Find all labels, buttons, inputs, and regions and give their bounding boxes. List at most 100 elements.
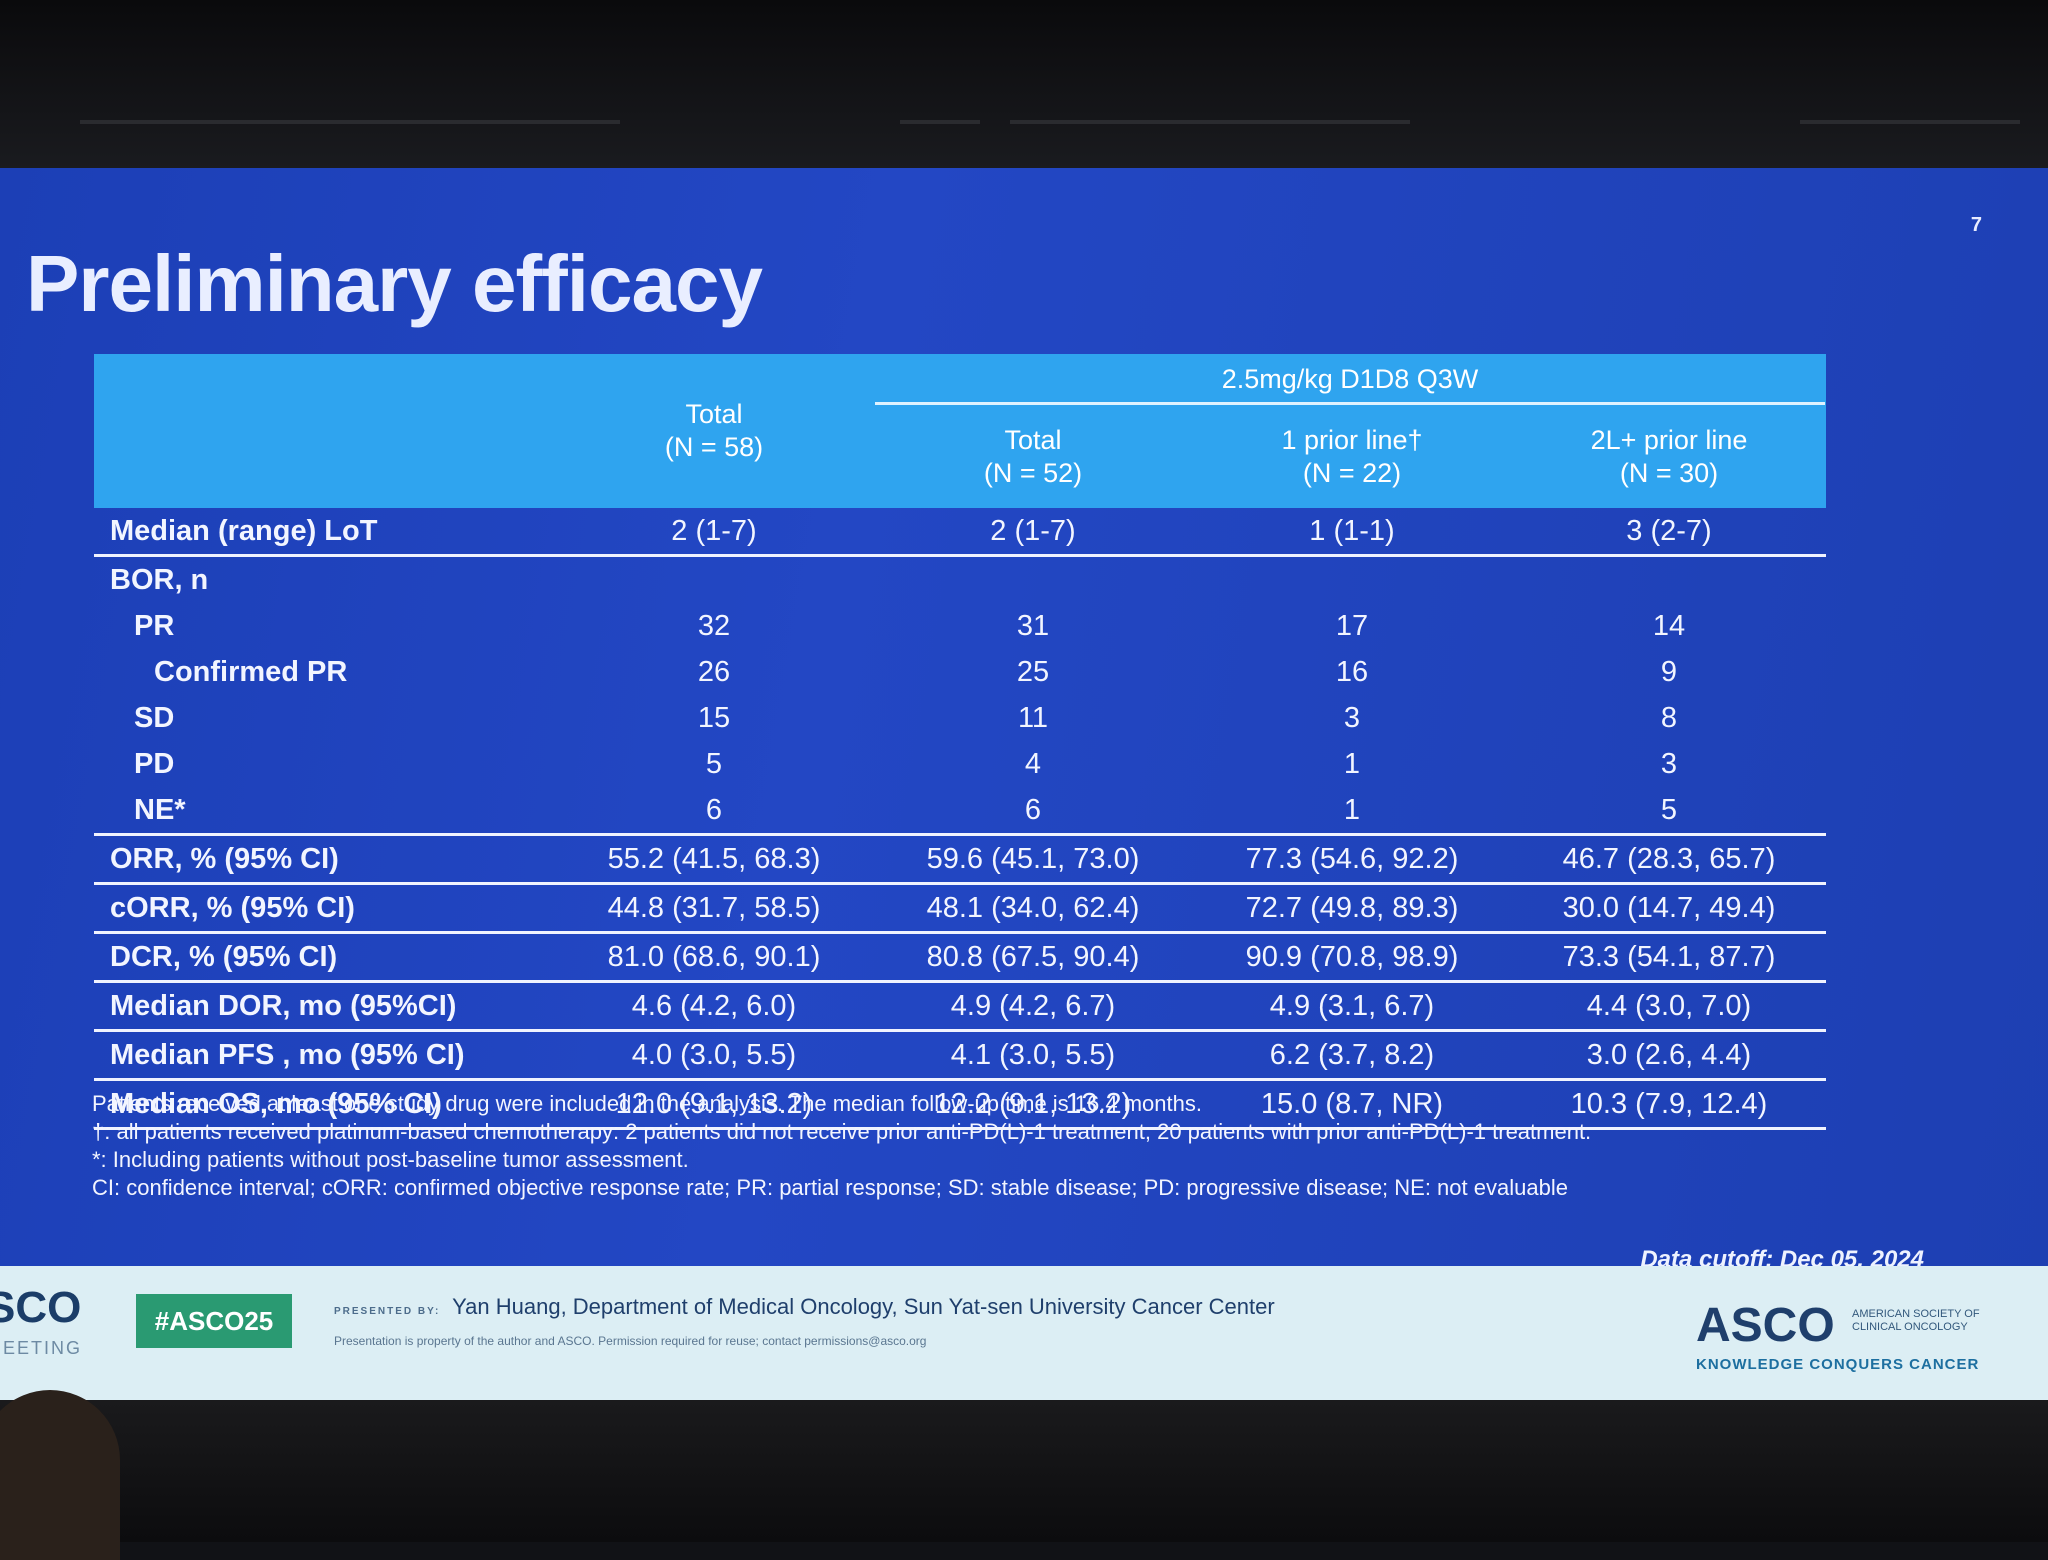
cell-value: 48.1 (34.0, 62.4) (874, 883, 1192, 934)
header-n: (N = 22) (1302, 458, 1402, 488)
cell-value: 6 (1024, 793, 1042, 826)
ceiling-light-strip (900, 120, 980, 124)
asco-meeting-logo: SCO MEETING (0, 1286, 83, 1368)
row-label: Median DOR, mo (95%CI) (94, 981, 554, 1032)
cell-value: 14 (1652, 609, 1686, 642)
cell-value: 4.6 (4.2, 6.0) (554, 981, 874, 1032)
meeting-logo-sub: MEETING (0, 1338, 83, 1358)
row-label: BOR, n (110, 563, 209, 596)
cell-value: 3 (2-7) (1512, 508, 1826, 557)
cell-value: 11 (1017, 701, 1049, 734)
presenter-name: Yan Huang, Department of Medical Oncolog… (452, 1294, 1275, 1319)
cell-value: 55.2 (41.5, 68.3) (554, 833, 874, 885)
footnotes: Patients received at least one study dru… (92, 1090, 1591, 1202)
header-total-dose: Total (N = 52) (874, 406, 1192, 508)
header-label: 1 prior line† (1281, 425, 1423, 455)
row-bor: BOR, n (94, 556, 1826, 604)
row-label: PR (134, 609, 175, 642)
cell-value: 15.0 (8.7, NR) (1192, 1079, 1512, 1130)
cell-value: 4.1 (3.0, 5.5) (874, 1030, 1192, 1081)
cell-value: 25 (1016, 655, 1050, 688)
cell-value: 73.3 (54.1, 87.7) (1512, 932, 1826, 983)
header-n: (N = 52) (983, 458, 1083, 488)
header-label: Total (1004, 425, 1062, 455)
cell-value (554, 556, 874, 604)
row-pr: PR 32 31 17 14 (94, 603, 1826, 649)
cell-value: 3.0 (2.6, 4.4) (1512, 1030, 1826, 1081)
cell-value: 16 (1335, 655, 1369, 688)
row-median-dor: Median DOR, mo (95%CI) 4.6 (4.2, 6.0) 4.… (94, 981, 1826, 1032)
efficacy-table: Total (N = 58) 2.5mg/kg D1D8 Q3W Total (… (94, 354, 1826, 1130)
header-empty-cell (94, 354, 554, 508)
cell-value (874, 556, 1192, 604)
header-n: (N = 58) (664, 432, 764, 462)
row-ne: NE* 6 6 1 5 (94, 787, 1826, 835)
cell-value: 3 (1660, 747, 1678, 780)
cell-value: 1 (1343, 747, 1361, 780)
cell-value: 81.0 (68.6, 90.1) (554, 932, 874, 983)
cell-value: 6 (705, 793, 723, 826)
presented-by-label: PRESENTED BY: (334, 1306, 441, 1317)
row-label: Median (range) LoT (94, 508, 554, 557)
cell-value: 32 (697, 609, 731, 642)
row-orr: ORR, % (95% CI) 55.2 (41.5, 68.3) 59.6 (… (94, 833, 1826, 885)
cell-value: 4.4 (3.0, 7.0) (1512, 981, 1826, 1032)
header-dose-group: 2.5mg/kg D1D8 Q3W (874, 354, 1826, 406)
footnote: Patients received at least one study dru… (92, 1091, 1202, 1116)
cell-value: 17 (1335, 609, 1369, 642)
asco-logo: ASCO (1696, 1299, 1835, 1352)
row-corr: cORR, % (95% CI) 44.8 (31.7, 58.5) 48.1 … (94, 883, 1826, 934)
row-label: Median PFS , mo (95% CI) (94, 1030, 554, 1081)
cell-value: 59.6 (45.1, 73.0) (874, 833, 1192, 885)
cell-value: 9 (1660, 655, 1678, 688)
cell-value: 26 (697, 655, 731, 688)
row-label: PD (134, 747, 175, 780)
cell-value: 12.2 (9.1, 13.2) (874, 1079, 1192, 1130)
cell-value: 10.3 (7.9, 12.4) (1512, 1079, 1826, 1130)
row-dcr: DCR, % (95% CI) 81.0 (68.6, 90.1) 80.8 (… (94, 932, 1826, 983)
header-label: 2L+ prior line (1590, 425, 1748, 455)
row-label: Median OS, mo (95% CI) (94, 1079, 554, 1130)
cell-value: 30.0 (14.7, 49.4) (1512, 883, 1826, 934)
header-2l-prior-line: 2L+ prior line (N = 30) (1512, 406, 1826, 508)
asco-tagline: KNOWLEDGE CONQUERS CANCER (1696, 1356, 1980, 1373)
cell-value: 5 (705, 747, 723, 780)
copyright-note: Presentation is property of the author a… (334, 1334, 927, 1348)
presenter-line: PRESENTED BY: Yan Huang, Department of M… (334, 1294, 1275, 1320)
ceiling-light-strip (1010, 120, 1410, 124)
cell-value: 1 (1343, 793, 1361, 826)
cell-value: 77.3 (54.6, 92.2) (1192, 833, 1512, 885)
cell-value: 12.0 (9.1, 13.2) (554, 1079, 874, 1130)
cell-value: 90.9 (70.8, 98.9) (1192, 932, 1512, 983)
footnote: †: all patients received platinum-based … (92, 1119, 1592, 1144)
room-floor (0, 1400, 2048, 1542)
dose-group-label: 2.5mg/kg D1D8 Q3W (875, 363, 1825, 405)
row-median-os: Median OS, mo (95% CI) 12.0 (9.1, 13.2) … (94, 1079, 1826, 1130)
cell-value: 6.2 (3.7, 8.2) (1192, 1030, 1512, 1081)
slide-number: 7 (1970, 214, 1982, 236)
ceiling-light-strip (1800, 120, 2020, 124)
row-pd: PD 5 4 1 3 (94, 741, 1826, 787)
ceiling-light-strip (80, 120, 620, 124)
row-sd: SD 15 11 3 8 (94, 695, 1826, 741)
cell-value: 44.8 (31.7, 58.5) (554, 883, 874, 934)
header-1-prior-line: 1 prior line† (N = 22) (1192, 406, 1512, 508)
row-label: NE* (134, 793, 186, 826)
cell-value: 8 (1660, 701, 1678, 734)
row-label: cORR, % (95% CI) (94, 883, 554, 934)
cell-value: 15 (697, 701, 731, 734)
conference-footer-bar: SCO MEETING #ASCO25 PRESENTED BY: Yan Hu… (0, 1266, 2048, 1404)
footnote: CI: confidence interval; cORR: confirmed… (92, 1175, 1568, 1200)
projected-slide: 7 Preliminary efficacy Total (N = 58) 2.… (0, 168, 2048, 1404)
cell-value: 31 (1016, 609, 1050, 642)
header-label: Total (685, 399, 743, 429)
row-median-lot: Median (range) LoT 2 (1-7) 2 (1-7) 1 (1-… (94, 508, 1826, 557)
hashtag-badge: #ASCO25 (136, 1294, 292, 1348)
footnote: *: Including patients without post-basel… (92, 1147, 689, 1172)
cell-value: 46.7 (28.3, 65.7) (1512, 833, 1826, 885)
cell-value (1192, 556, 1512, 604)
cell-value: 3 (1343, 701, 1361, 734)
room-ceiling (0, 0, 2048, 170)
slide-title: Preliminary efficacy (26, 239, 763, 328)
row-median-pfs: Median PFS , mo (95% CI) 4.0 (3.0, 5.5) … (94, 1030, 1826, 1081)
